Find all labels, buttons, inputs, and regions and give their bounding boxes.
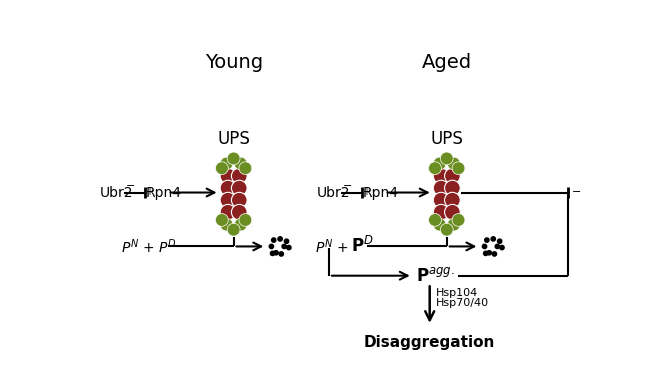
Circle shape <box>220 192 236 208</box>
Text: UPS: UPS <box>430 130 463 148</box>
Circle shape <box>220 204 236 220</box>
Circle shape <box>445 180 460 196</box>
Circle shape <box>220 157 233 170</box>
Text: −: − <box>572 187 581 197</box>
Text: $\mathbf{P}^{agg.}$: $\mathbf{P}^{agg.}$ <box>416 267 455 285</box>
Circle shape <box>232 168 247 184</box>
Circle shape <box>445 204 460 220</box>
Circle shape <box>440 223 453 236</box>
Text: Disaggregation: Disaggregation <box>364 335 496 350</box>
Circle shape <box>433 218 446 231</box>
Circle shape <box>282 244 286 249</box>
Circle shape <box>220 218 233 231</box>
Text: +: + <box>362 187 370 197</box>
Circle shape <box>215 213 228 226</box>
Circle shape <box>433 204 449 220</box>
Circle shape <box>498 239 502 243</box>
Circle shape <box>286 246 291 250</box>
Text: Hsp70/40: Hsp70/40 <box>436 298 489 308</box>
Text: Ubr2: Ubr2 <box>100 186 133 199</box>
Circle shape <box>234 218 247 231</box>
Circle shape <box>484 238 489 242</box>
Circle shape <box>215 162 228 175</box>
Circle shape <box>433 168 449 184</box>
Circle shape <box>269 244 274 249</box>
Circle shape <box>239 213 252 226</box>
Circle shape <box>284 239 288 243</box>
Circle shape <box>428 213 442 226</box>
Circle shape <box>278 237 282 241</box>
Text: −: − <box>343 181 352 191</box>
Circle shape <box>445 192 460 208</box>
Circle shape <box>271 238 276 242</box>
Text: Hsp104: Hsp104 <box>436 288 478 298</box>
Text: +: + <box>145 187 153 197</box>
Circle shape <box>487 251 491 255</box>
Circle shape <box>232 180 247 196</box>
Circle shape <box>492 252 496 256</box>
Circle shape <box>227 152 240 165</box>
Circle shape <box>220 168 236 184</box>
Text: $\mathbf{P}^D$: $\mathbf{P}^D$ <box>350 236 374 257</box>
Text: Rpn4: Rpn4 <box>146 186 182 199</box>
Text: Aged: Aged <box>422 53 472 72</box>
Circle shape <box>433 157 446 170</box>
Circle shape <box>232 204 247 220</box>
Circle shape <box>495 244 500 249</box>
Circle shape <box>447 157 460 170</box>
Circle shape <box>452 162 465 175</box>
Text: $P^N$ + $P^D$: $P^N$ + $P^D$ <box>121 237 177 256</box>
Circle shape <box>232 192 247 208</box>
Circle shape <box>433 180 449 196</box>
Circle shape <box>440 152 453 165</box>
Text: $P^N$ +: $P^N$ + <box>315 237 350 256</box>
Circle shape <box>452 213 465 226</box>
Circle shape <box>234 157 247 170</box>
Circle shape <box>482 244 486 249</box>
Circle shape <box>500 246 504 250</box>
Circle shape <box>433 192 449 208</box>
Circle shape <box>239 162 252 175</box>
Circle shape <box>271 251 275 255</box>
Text: Young: Young <box>205 53 263 72</box>
Text: UPS: UPS <box>217 130 250 148</box>
Circle shape <box>279 252 283 256</box>
Circle shape <box>274 251 279 255</box>
Text: Ubr2: Ubr2 <box>317 186 350 199</box>
Circle shape <box>491 237 496 241</box>
Circle shape <box>447 218 460 231</box>
Circle shape <box>445 168 460 184</box>
Circle shape <box>484 251 488 255</box>
Circle shape <box>227 223 240 236</box>
Text: Rpn4: Rpn4 <box>363 186 399 199</box>
Circle shape <box>428 162 442 175</box>
Circle shape <box>220 180 236 196</box>
Text: −: − <box>126 181 135 191</box>
